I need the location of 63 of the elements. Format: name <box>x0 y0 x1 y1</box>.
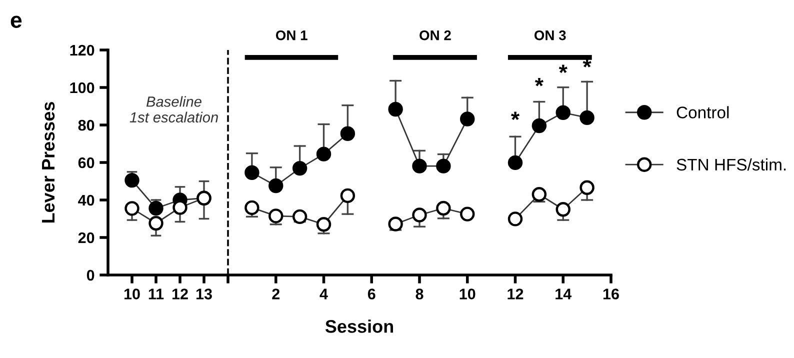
x-tick-label: 13 <box>196 288 212 300</box>
point <box>148 200 164 216</box>
point <box>340 188 356 204</box>
y-tick-label: 40 <box>78 194 94 206</box>
y-tick-label: 100 <box>70 82 94 94</box>
point <box>388 216 403 232</box>
text: ON 3 <box>534 30 566 40</box>
point <box>580 180 594 195</box>
x-tick-label: 12 <box>172 288 188 300</box>
text: ON 2 <box>420 30 451 40</box>
y-axis-title: Lever Presses <box>42 102 55 223</box>
point <box>412 158 427 174</box>
annotation: * <box>510 112 520 120</box>
point <box>340 126 356 141</box>
point <box>460 206 475 222</box>
annotation: * <box>534 78 544 86</box>
point <box>460 112 475 126</box>
point <box>124 201 140 216</box>
point <box>292 160 308 176</box>
point <box>268 208 284 224</box>
point <box>148 216 164 231</box>
x-tick-label: 16 <box>603 288 619 300</box>
chart-title: e <box>10 16 22 28</box>
x-axis-title: Session <box>325 320 394 333</box>
point <box>316 217 332 232</box>
point <box>268 178 284 194</box>
point <box>508 212 523 226</box>
point <box>436 200 451 216</box>
x-tick-label: 8 <box>416 288 424 300</box>
annotation: * <box>558 64 568 74</box>
x-tick-label: 10 <box>124 288 140 300</box>
legend-label: Control <box>676 106 729 118</box>
x-tick-label: 4 <box>320 288 328 300</box>
point <box>316 146 332 162</box>
point <box>532 187 547 202</box>
y-tick-label: 20 <box>78 232 94 244</box>
y-tick-label: 60 <box>78 157 94 168</box>
point <box>244 200 260 216</box>
point <box>244 165 260 180</box>
point <box>292 209 308 224</box>
x-tick-label: 10 <box>460 288 476 300</box>
point <box>436 158 451 174</box>
x-tick-label: 14 <box>556 288 572 300</box>
point <box>556 202 570 217</box>
point <box>580 110 594 126</box>
y-tick-label: 120 <box>70 44 94 56</box>
point <box>388 102 403 117</box>
point <box>412 208 427 222</box>
y-tick-label: 0 <box>86 270 94 281</box>
annotation: * <box>582 59 592 68</box>
x-tick-label: 6 <box>368 288 376 300</box>
x-tick-label: 12 <box>508 288 524 300</box>
text: ON 1 <box>276 30 308 40</box>
point <box>556 105 570 120</box>
x-tick-label: 2 <box>272 288 280 300</box>
y-tick-label: 80 <box>78 120 94 131</box>
point <box>124 172 140 188</box>
x-tick-label: 11 <box>148 288 164 300</box>
point <box>508 155 523 170</box>
legend-label: STN HFS/stim. <box>676 158 786 171</box>
annotation: Baseline 1st escalation <box>130 96 218 123</box>
point <box>172 200 188 215</box>
point <box>532 118 547 134</box>
